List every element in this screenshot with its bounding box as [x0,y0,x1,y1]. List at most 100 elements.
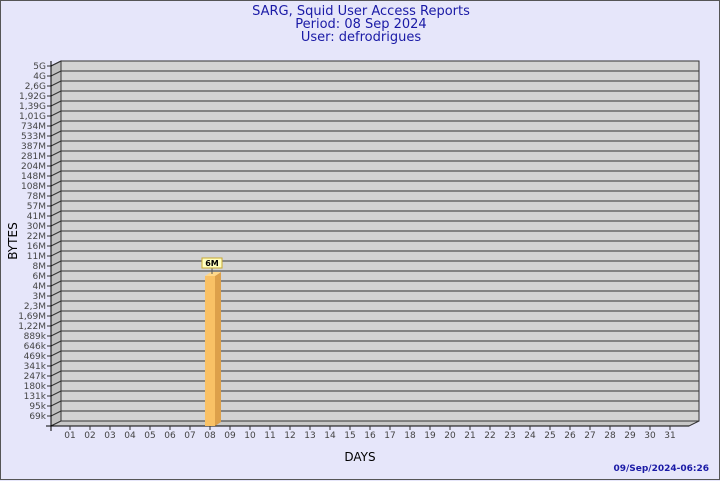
grid-diagonal [50,60,62,67]
grid-diagonal [50,190,62,197]
grid-diagonal [50,350,62,357]
y-tick-label: 387M [21,142,46,152]
chart-user: User: defrodrigues [300,30,422,45]
grid-diagonal [50,220,62,227]
y-tick-label: 2,3M [24,302,46,312]
y-tick-label: 78M [27,192,46,202]
grid-diagonal [50,80,62,87]
y-tick-label: 341k [24,362,47,372]
x-tick-label: 15 [344,431,355,441]
y-tick-label: 281M [21,152,46,162]
grid-diagonal [50,340,62,347]
chart-title: SARG, Squid User Access Reports [252,4,470,19]
y-tick-label: 889k [24,332,47,342]
chart-period: Period: 08 Sep 2024 [295,17,427,32]
x-tick-label: 23 [504,431,515,441]
y-tick-label: 533M [21,132,46,142]
grid-diagonal [50,160,62,167]
x-tick-label: 09 [224,431,236,441]
x-tick-label: 19 [424,431,436,441]
grid-diagonal [50,320,62,327]
grid-diagonal [50,200,62,207]
x-tick-label: 16 [364,431,376,441]
x-tick-label: 21 [464,431,475,441]
x-tick-label: 18 [404,431,416,441]
grid-diagonal [50,310,62,317]
grid-diagonal [50,70,62,77]
x-tick-label: 31 [664,431,675,441]
grid-diagonal [50,140,62,147]
grid-diagonal [50,110,62,117]
x-tick-label: 17 [384,431,395,441]
x-tick-label: 06 [164,431,176,441]
x-tick-label: 29 [624,431,636,441]
grid-diagonal [50,410,62,417]
grid-diagonal [50,300,62,307]
x-tick-label: 30 [644,431,656,441]
y-tick-label: 69k [29,412,46,422]
footer-timestamp: 09/Sep/2024-06:26 [613,464,709,474]
grid-diagonal [50,400,62,407]
y-tick-label: 4M [33,282,47,292]
y-axis-title: BYTES [6,222,20,259]
y-tick-label: 41M [27,212,46,222]
x-tick-label: 03 [104,431,115,441]
grid-diagonal [50,100,62,107]
grid-diagonal [50,260,62,267]
grid-diagonal [50,370,62,377]
y-tick-label: 131k [24,392,47,402]
y-tick-label: 734M [21,122,46,132]
x-tick-label: 08 [204,431,216,441]
y-tick-label: 2,6G [25,82,46,92]
grid-diagonal [50,230,62,237]
grid-diagonal [50,180,62,187]
y-tick-label: 5G [33,62,46,72]
data-label-box [201,257,223,269]
y-tick-label: 95k [29,402,46,412]
grid-diagonal [50,90,62,97]
x-tick-label: 12 [284,431,295,441]
grid-diagonal [50,120,62,127]
x-tick-label: 20 [444,431,456,441]
y-tick-label: 8M [33,262,47,272]
x-tick-label: 13 [304,431,315,441]
grid-diagonal [50,280,62,287]
y-tick-label: 180k [24,382,47,392]
grid-diagonal [50,210,62,217]
x-tick-label: 10 [244,431,256,441]
y-tick-label: 16M [27,242,46,252]
y-tick-label: 1,69M [18,312,46,322]
y-tick-label: 6M [33,272,47,282]
grid-diagonal [50,330,62,337]
plot-floor [50,420,700,427]
x-axis-title: DAYS [344,450,375,464]
x-tick-label: 22 [484,431,495,441]
grid-diagonal [50,390,62,397]
x-tick-label: 07 [184,431,195,441]
y-tick-label: 4G [33,72,46,82]
x-tick-label: 27 [584,431,595,441]
y-tick-label: 1,01G [19,112,46,122]
y-tick-label: 1,39G [19,102,46,112]
x-tick-label: 01 [64,431,75,441]
x-tick-label: 25 [544,431,555,441]
grid-diagonal [50,240,62,247]
y-tick-label: 247k [24,372,47,382]
y-tick-label: 204M [21,162,46,172]
grid-diagonal [50,360,62,367]
y-tick-label: 646k [24,342,47,352]
grid-diagonal [50,270,62,277]
data-label: 6M [205,259,219,268]
y-tick-label: 108M [21,182,46,192]
grid-diagonal [50,380,62,387]
y-tick-label: 469k [24,352,47,362]
grid-diagonal [50,130,62,137]
x-tick-label: 05 [144,431,155,441]
x-tick-label: 04 [124,431,136,441]
y-tick-label: 11M [27,252,46,262]
bar-front [205,276,215,426]
y-tick-label: 3M [33,292,47,302]
x-tick-label: 02 [84,431,95,441]
